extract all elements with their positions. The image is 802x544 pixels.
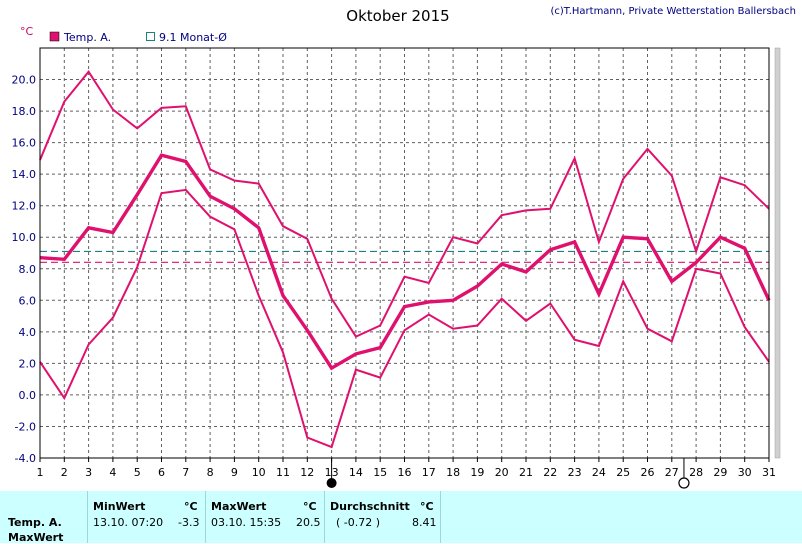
x-tick-label: 15 [373, 466, 387, 479]
max-value: 20.5 [296, 516, 321, 529]
legend-temp-label: Temp. A. [63, 31, 111, 44]
x-tick-label: 18 [446, 466, 460, 479]
avg-header: Durchschnitt [330, 500, 410, 513]
legend-temp-swatch [49, 31, 60, 42]
plot-frame [39, 47, 770, 459]
x-tick-label: 5 [134, 466, 141, 479]
y-tick-label: 20.0 [12, 74, 37, 87]
avg-deviation: ( -0.72 ) [336, 516, 381, 529]
data-series [39, 69, 771, 449]
series-line-mean [39, 153, 771, 371]
y-tick-label: 8.0 [19, 263, 37, 276]
y-tick-label: 10.0 [12, 231, 37, 244]
x-tick-label: 29 [713, 466, 727, 479]
chart-grid [40, 48, 769, 458]
y-axis-unit: °C [20, 25, 34, 38]
stats-row-label-2: MaxWert [8, 531, 64, 544]
y-tick-label: 18.0 [12, 105, 37, 118]
credit-text: (c)T.Hartmann, Private Wetterstation Bal… [550, 6, 796, 17]
reference-lines [40, 250, 769, 263]
series-line-max [39, 69, 770, 338]
y-tick-label: 4.0 [19, 326, 37, 339]
series-line-min [39, 188, 770, 449]
x-tick-label: 16 [398, 466, 412, 479]
min-value: -3.3 [178, 516, 200, 529]
stats-divider [324, 491, 325, 543]
stats-divider [205, 491, 206, 543]
new-moon-icon [326, 478, 337, 488]
x-tick-label: 2 [61, 466, 68, 479]
axis-ticks: 1 2 3 4 5 6 7 8 9 10 11 12 13 14 15 16 17 18 19 20 21 22 23 24 2… [12, 74, 777, 479]
x-tick-label: 12 [300, 466, 314, 479]
max-header: MaxWert [211, 500, 267, 513]
x-tick-label: 14 [349, 466, 363, 479]
stats-row-label: Temp. A. [8, 516, 62, 529]
x-tick-label: 19 [470, 466, 484, 479]
y-tick-label: 0.0 [19, 389, 37, 402]
max-datetime: 03.10. 15:35 [211, 516, 282, 529]
x-tick-label: 26 [641, 466, 655, 479]
y-tick-label: 12.0 [12, 200, 37, 213]
avg-value: 8.41 [412, 516, 437, 529]
x-tick-label: 23 [568, 466, 582, 479]
x-tick-label: 28 [689, 466, 703, 479]
x-tick-label: 11 [276, 466, 290, 479]
x-tick-label: 30 [738, 466, 752, 479]
x-tick-label: 20 [495, 466, 509, 479]
stats-panel: Temp. A. MaxWert MinWert °C 13.10. 07:20… [0, 491, 802, 544]
x-tick-label: 22 [543, 466, 557, 479]
stats-divider [440, 491, 441, 543]
x-tick-label: 9 [231, 466, 238, 479]
x-tick-label: 31 [762, 466, 776, 479]
x-tick-label: 10 [252, 466, 266, 479]
legend-avg-label: 9.1 Monat-Ø [159, 31, 227, 44]
stats-divider [87, 491, 88, 543]
x-tick-label: 3 [85, 466, 92, 479]
avg-unit: °C [420, 500, 434, 513]
y-tick-label: 2.0 [19, 357, 37, 370]
x-tick-label: 4 [109, 466, 116, 479]
min-datetime: 13.10. 07:20 [93, 516, 164, 529]
x-tick-label: 17 [422, 466, 436, 479]
max-unit: °C [303, 500, 317, 513]
temperature-chart: Oktober 2015 (c)T.Hartmann, Private Wett… [12, 6, 796, 489]
x-tick-label: 1 [37, 466, 44, 479]
x-tick-label: 8 [207, 466, 214, 479]
x-tick-label: 7 [182, 466, 189, 479]
x-tick-label: 24 [592, 466, 606, 479]
y-tick-label: 16.0 [12, 137, 37, 150]
x-tick-label: 21 [519, 466, 533, 479]
plot-scrollbar[interactable] [774, 47, 781, 459]
x-tick-label: 25 [616, 466, 630, 479]
legend-avg-swatch [146, 32, 155, 41]
x-tick-label: 27 [665, 466, 679, 479]
y-tick-label: 14.0 [12, 168, 37, 181]
y-tick-label: -4.0 [15, 452, 36, 465]
y-tick-label: 6.0 [19, 294, 37, 307]
min-header: MinWert [93, 500, 146, 513]
min-unit: °C [184, 500, 198, 513]
chart-title: Oktober 2015 [346, 7, 449, 25]
full-moon-icon [678, 477, 690, 489]
y-tick-label: -2.0 [15, 420, 36, 433]
moon-markers [326, 458, 690, 489]
x-tick-label: 6 [158, 466, 165, 479]
